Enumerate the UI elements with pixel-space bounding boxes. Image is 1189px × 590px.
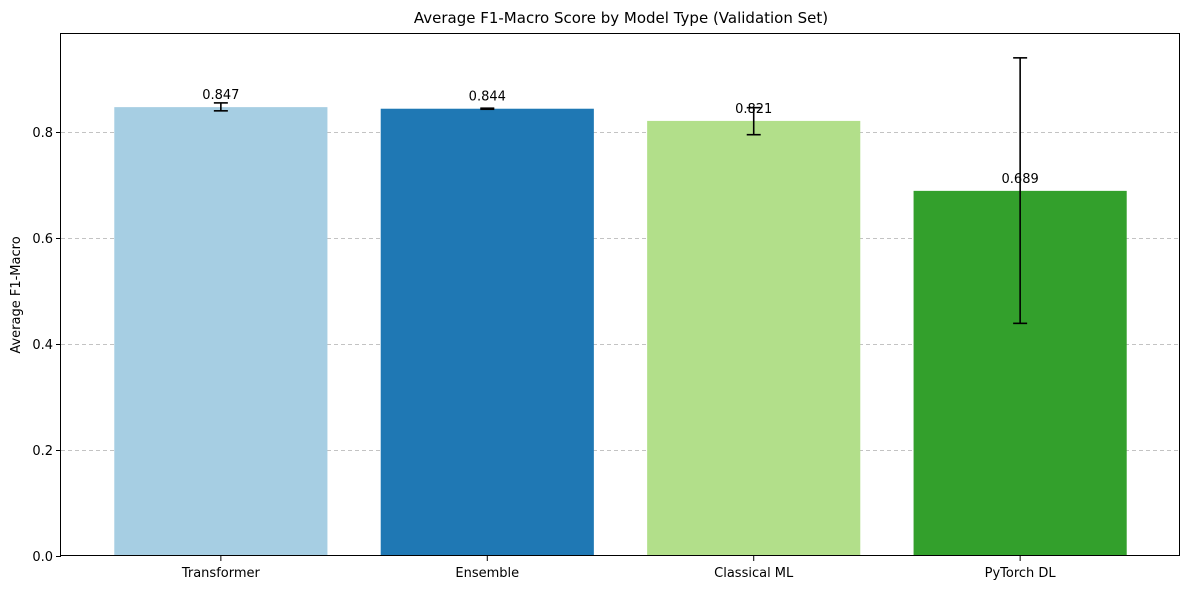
x-tick-label: PyTorch DL: [985, 566, 1057, 581]
data-label: 0.821: [735, 102, 772, 117]
error-bars: [213, 57, 1028, 325]
bar: [647, 120, 861, 556]
x-tick-label: Ensemble: [455, 566, 519, 581]
bar: [380, 108, 594, 556]
y-tick-label: 0.4: [32, 338, 53, 353]
x-tick-label: Transformer: [181, 566, 261, 581]
x-tick-label: Classical ML: [714, 566, 794, 581]
y-tick-label: 0.2: [32, 444, 53, 459]
bars: [114, 107, 1127, 556]
y-tick-label: 0.0: [32, 550, 53, 565]
data-labels: 0.847 0.844 0.821 0.689: [202, 88, 1039, 187]
y-tick-label: 0.6: [32, 232, 53, 247]
chart-title: Average F1-Macro Score by Model Type (Va…: [414, 9, 828, 27]
data-label: 0.689: [1002, 172, 1039, 187]
y-tick-label: 0.8: [32, 126, 53, 141]
y-axis-ticks: 0.0 0.2 0.4 0.6 0.8: [32, 126, 61, 565]
x-axis-ticks: Transformer Ensemble Classical ML PyTorch D…: [181, 556, 1057, 581]
data-label: 0.844: [469, 90, 506, 105]
data-label: 0.847: [202, 88, 239, 103]
bar: [114, 107, 328, 556]
y-axis-label: Average F1-Macro: [9, 236, 24, 353]
plot-frame: [60, 33, 1180, 556]
